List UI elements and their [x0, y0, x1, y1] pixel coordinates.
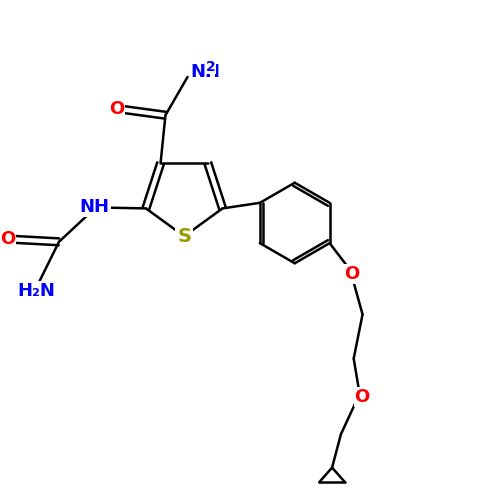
Text: O: O — [0, 230, 16, 248]
Text: NH: NH — [80, 198, 110, 216]
Text: NH: NH — [190, 63, 220, 81]
Text: H₂N: H₂N — [17, 282, 55, 300]
Text: O: O — [344, 265, 360, 283]
Text: O: O — [108, 100, 124, 118]
Text: 2: 2 — [206, 60, 216, 74]
Text: O: O — [354, 388, 370, 406]
Text: S: S — [177, 226, 191, 246]
